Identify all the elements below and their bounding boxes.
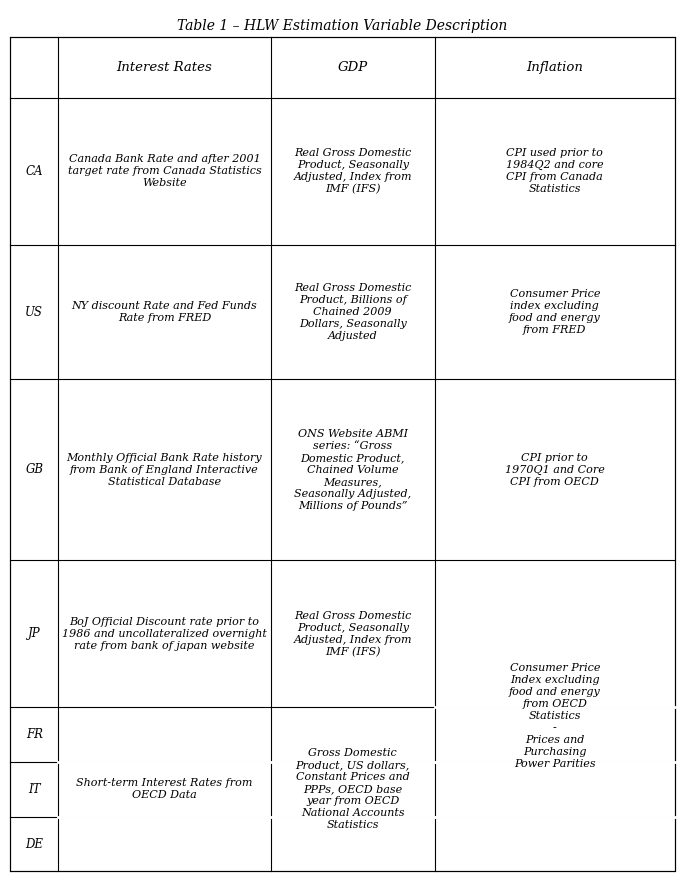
Text: US: US [25,305,43,318]
Text: BoJ Official Discount rate prior to
1986 and uncollateralized overnight
rate fro: BoJ Official Discount rate prior to 1986… [62,617,267,651]
Text: Consumer Price
index excluding
food and energy
from FRED: Consumer Price index excluding food and … [509,289,601,335]
Text: Inflation: Inflation [526,61,584,74]
Text: GB: GB [25,463,43,476]
Text: CPI used prior to
1984Q2 and core
CPI from Canada
Statistics: CPI used prior to 1984Q2 and core CPI fr… [506,148,603,194]
Text: IT: IT [28,783,40,796]
Text: NY discount Rate and Fed Funds
Rate from FRED: NY discount Rate and Fed Funds Rate from… [71,301,258,323]
Text: Real Gross Domestic
Product, Seasonally
Adjusted, Index from
IMF (IFS): Real Gross Domestic Product, Seasonally … [294,148,412,194]
Text: Interest Rates: Interest Rates [116,61,212,74]
Text: ONS Website ABMI
series: “Gross
Domestic Product,
Chained Volume
Measures,
Seaso: ONS Website ABMI series: “Gross Domestic… [295,429,411,511]
Text: Short-term Interest Rates from
OECD Data: Short-term Interest Rates from OECD Data [76,779,253,800]
Text: DE: DE [25,838,43,850]
Text: Table 1 – HLW Estimation Variable Description: Table 1 – HLW Estimation Variable Descri… [177,19,508,34]
Text: Consumer Price
Index excluding
food and energy
from OECD
Statistics
-
Prices and: Consumer Price Index excluding food and … [509,662,601,769]
Text: Gross Domestic
Product, US dollars,
Constant Prices and
PPPs, OECD base
year fro: Gross Domestic Product, US dollars, Cons… [296,749,410,831]
Text: JP: JP [28,627,40,640]
Text: FR: FR [26,729,42,741]
Text: CPI prior to
1970Q1 and Core
CPI from OECD: CPI prior to 1970Q1 and Core CPI from OE… [505,452,605,487]
Text: CA: CA [25,165,43,177]
Text: GDP: GDP [338,61,368,74]
Text: Real Gross Domestic
Product, Billions of
Chained 2009
Dollars, Seasonally
Adjust: Real Gross Domestic Product, Billions of… [294,283,412,341]
Text: Canada Bank Rate and after 2001
target rate from Canada Statistics
Website: Canada Bank Rate and after 2001 target r… [68,154,261,188]
Text: Real Gross Domestic
Product, Seasonally
Adjusted, Index from
IMF (IFS): Real Gross Domestic Product, Seasonally … [294,610,412,657]
Text: Monthly Official Bank Rate history
from Bank of England Interactive
Statistical : Monthly Official Bank Rate history from … [66,452,262,487]
